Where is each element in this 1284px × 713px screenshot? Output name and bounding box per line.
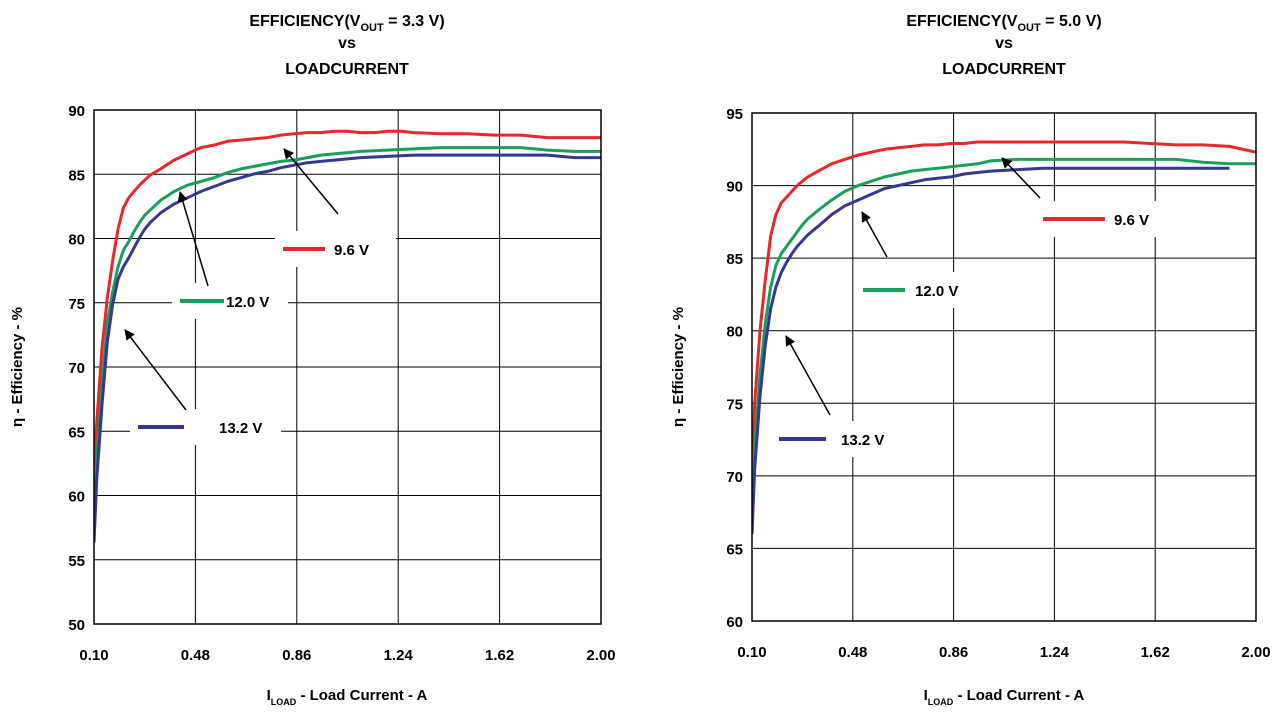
x-tick-label: 0.10 [737, 644, 766, 661]
y-tick-label: 90 [726, 179, 743, 196]
chart-title-part: EFFICIENCY(V [249, 13, 360, 30]
x-tick-label: 0.48 [181, 647, 210, 664]
y-tick-label: 65 [726, 541, 743, 558]
plot-frame [93, 109, 602, 625]
y-tick-label: 75 [726, 396, 743, 413]
x-axis-label-part: - Load Current - A [296, 687, 427, 704]
x-axis-label-subscript: LOAD [271, 697, 297, 707]
chart-1: EFFICIENCY(VOUT = 3.3 V)vsLOADCURRENT505… [9, 13, 616, 707]
callout-label: 9.6 V [334, 242, 369, 259]
chart-title-line3: LOADCURRENT [942, 61, 1066, 78]
callout-label: 12.0 V [915, 283, 958, 300]
y-axis-label: η - Efficiency - % [9, 307, 26, 427]
chart-title: EFFICIENCY(VOUT = 3.3 V) [249, 13, 444, 34]
callout-label: 13.2 V [841, 432, 884, 449]
y-tick-label: 70 [726, 469, 743, 486]
callout-arrow [283, 148, 339, 215]
callout-arrow [861, 211, 888, 258]
x-tick-label: 1.24 [384, 647, 414, 664]
x-tick-label: 0.86 [282, 647, 311, 664]
chart-title-line2: vs [338, 35, 356, 52]
y-tick-label: 85 [68, 167, 85, 184]
x-tick-label: 0.48 [838, 644, 867, 661]
chart-2: EFFICIENCY(VOUT = 5.0 V)vsLOADCURRENT606… [670, 13, 1271, 707]
series-line-13-2-v [94, 153, 601, 543]
series-line-12-0-v [752, 157, 1256, 505]
x-axis-label: ILOAD - Load Current - A [924, 687, 1085, 707]
callout-label: 9.6 V [1114, 212, 1149, 229]
y-tick-label: 75 [68, 296, 85, 313]
chart-title-subscript: OUT [1017, 22, 1041, 34]
series-line-13-2-v [752, 166, 1230, 534]
chart-title-part: = 3.3 V) [384, 13, 445, 30]
series-line-9-6-v [752, 140, 1256, 469]
chart-title: EFFICIENCY(VOUT = 5.0 V) [906, 13, 1101, 34]
y-tick-label: 80 [68, 232, 85, 249]
callout-arrow [785, 335, 831, 416]
y-tick-label: 65 [68, 424, 85, 441]
x-tick-label: 2.00 [586, 647, 615, 664]
chart-title-part: EFFICIENCY(V [906, 13, 1017, 30]
callout-arrow [124, 329, 187, 411]
chart-title-line2: vs [995, 35, 1013, 52]
callout-label: 12.0 V [226, 294, 269, 311]
callout-label: 13.2 V [219, 420, 262, 437]
x-axis-label-part: I [267, 687, 271, 704]
y-axis-label: η - Efficiency - % [670, 307, 687, 427]
x-axis-label-subscript: LOAD [928, 697, 954, 707]
series-line-9-6-v [94, 129, 601, 468]
chart-title-subscript: OUT [360, 22, 384, 34]
callout-arrow [1001, 157, 1041, 199]
x-axis-label-part: - Load Current - A [953, 687, 1084, 704]
y-tick-label: 60 [68, 489, 85, 506]
callout-arrow [177, 190, 209, 287]
y-tick-label: 90 [68, 103, 85, 120]
chart-title-line3: LOADCURRENT [285, 61, 409, 78]
series-line-12-0-v [94, 146, 601, 518]
y-tick-label: 60 [726, 614, 743, 631]
y-tick-label: 80 [726, 324, 743, 341]
y-tick-label: 55 [68, 553, 85, 570]
x-tick-label: 2.00 [1241, 644, 1270, 661]
x-axis-label-part: I [924, 687, 928, 704]
x-tick-label: 1.62 [485, 647, 514, 664]
y-tick-label: 70 [68, 360, 85, 377]
x-tick-label: 1.24 [1040, 644, 1070, 661]
x-tick-label: 1.62 [1141, 644, 1170, 661]
x-tick-label: 0.86 [939, 644, 968, 661]
y-tick-label: 95 [726, 106, 743, 123]
chart-title-part: = 5.0 V) [1041, 13, 1102, 30]
y-tick-label: 50 [68, 617, 85, 634]
x-tick-label: 0.10 [79, 647, 108, 664]
plot-frame [751, 112, 1257, 622]
x-axis-label: ILOAD - Load Current - A [267, 687, 428, 707]
y-tick-label: 85 [726, 251, 743, 268]
